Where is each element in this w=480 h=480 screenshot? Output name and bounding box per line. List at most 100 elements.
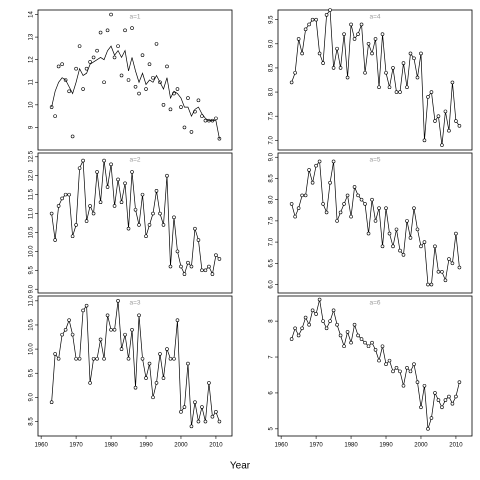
data-point: [422, 383, 427, 388]
data-point: [307, 322, 311, 327]
y-tick-label: 11: [29, 78, 35, 85]
data-point: [137, 313, 141, 318]
data-point: [391, 369, 395, 374]
data-point: [67, 192, 71, 197]
data-point: [60, 62, 64, 66]
data-point: [210, 272, 215, 276]
data-point: [151, 395, 155, 400]
data-point: [126, 226, 131, 231]
data-point: [310, 308, 315, 313]
data-point: [98, 337, 103, 342]
data-point: [105, 28, 110, 33]
y-tick-label: 5: [269, 426, 275, 430]
data-point: [116, 177, 120, 182]
data-point: [140, 53, 145, 57]
data-point: [186, 96, 190, 100]
data-point: [328, 8, 332, 12]
data-point: [387, 231, 392, 236]
data-point: [172, 356, 176, 361]
data-point: [377, 358, 381, 363]
data-point: [366, 344, 371, 349]
data-point: [154, 189, 159, 193]
data-point: [359, 197, 364, 202]
x-tick-label: 1960: [274, 443, 288, 449]
y-tick-label: 12.5: [29, 150, 35, 162]
data-point: [440, 143, 444, 147]
data-point: [60, 332, 64, 337]
data-point: [454, 231, 458, 236]
data-point: [112, 55, 117, 60]
data-point: [370, 197, 374, 202]
y-tick-label: 11.5: [29, 188, 35, 200]
data-point: [338, 333, 343, 338]
data-point: [207, 381, 211, 385]
data-point: [60, 196, 64, 201]
data-point: [366, 231, 371, 236]
data-point: [147, 361, 152, 366]
data-point: [207, 264, 211, 269]
data-point: [189, 424, 194, 429]
data-point: [196, 98, 201, 103]
data-point: [116, 299, 120, 303]
y-tick-label: 7.0: [269, 136, 275, 145]
data-point: [356, 333, 360, 338]
data-point: [359, 337, 364, 341]
series-line: [291, 299, 460, 429]
data-point: [377, 85, 381, 90]
data-point: [349, 214, 353, 219]
data-point: [88, 204, 92, 208]
data-point: [317, 51, 322, 56]
data-point: [175, 318, 180, 322]
data-point: [123, 181, 127, 186]
data-point: [133, 84, 138, 89]
y-tick-label: 14: [29, 11, 35, 18]
data-point: [342, 344, 346, 349]
data-point: [56, 356, 61, 361]
data-point: [49, 400, 54, 405]
data-point: [338, 66, 343, 70]
y-tick-label: 10.5: [29, 318, 35, 330]
panel-frame: [277, 9, 473, 151]
data-point: [179, 264, 183, 269]
x-tick-label: 1960: [34, 443, 48, 449]
data-point: [391, 244, 395, 249]
data-point: [137, 91, 141, 96]
y-tick-label: 8.0: [269, 87, 275, 96]
data-point: [102, 356, 106, 361]
data-point: [193, 400, 197, 405]
data-point: [300, 193, 304, 198]
data-point: [84, 219, 89, 223]
data-point: [168, 264, 173, 269]
data-point: [119, 73, 124, 78]
data-point: [345, 75, 350, 80]
data-point: [426, 427, 430, 431]
data-point: [412, 56, 416, 61]
data-point: [307, 168, 311, 172]
data-point: [179, 105, 183, 109]
data-point: [165, 173, 169, 178]
data-point: [53, 238, 57, 242]
data-point: [356, 32, 360, 36]
data-point: [415, 227, 420, 232]
data-point: [95, 48, 99, 53]
data-point: [112, 204, 117, 208]
y-tick-label: 6: [269, 391, 275, 395]
data-point: [384, 362, 388, 367]
data-point: [447, 128, 451, 133]
data-point: [331, 66, 336, 70]
y-tick-label: 7.5: [269, 111, 275, 120]
data-point: [84, 303, 89, 308]
data-point: [109, 12, 113, 17]
data-point: [401, 61, 406, 65]
data-point: [391, 66, 395, 70]
data-point: [450, 80, 455, 85]
data-point: [88, 381, 92, 385]
data-point: [179, 410, 183, 414]
data-point: [401, 253, 406, 257]
y-tick-label: 11.0: [29, 207, 35, 219]
panel-frame: [37, 9, 233, 151]
data-point: [440, 269, 444, 274]
data-point: [373, 348, 378, 352]
data-point: [443, 398, 448, 402]
